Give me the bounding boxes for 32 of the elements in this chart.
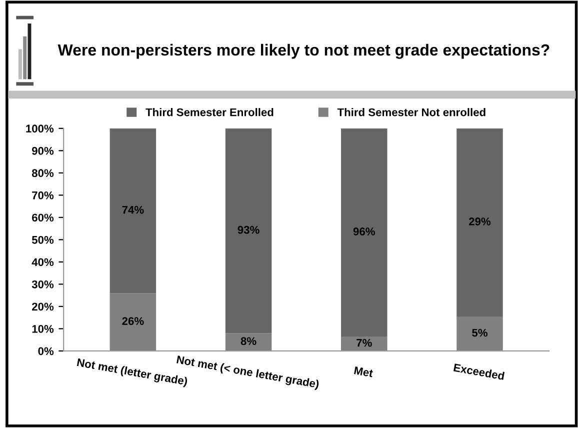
y-tick-label: 30% — [32, 280, 54, 288]
annotation: 96% — [353, 228, 375, 236]
annotation: 93% — [238, 226, 260, 234]
annotation: 8% — [240, 337, 256, 346]
bar — [225, 128, 272, 334]
bar — [110, 128, 156, 294]
annotation: 29% — [469, 218, 491, 226]
y-tick-label: 0% — [38, 347, 54, 356]
annotation: 7% — [356, 338, 372, 347]
y-tick-label: 40% — [32, 258, 54, 266]
bar — [341, 336, 388, 351]
annotation: 26% — [122, 317, 144, 326]
y-tick-label: 60% — [32, 214, 54, 222]
y-tick-label: 50% — [32, 236, 54, 244]
bar — [225, 333, 272, 351]
legend-label: Third Semester Not enrolled — [337, 108, 486, 116]
bar — [341, 128, 388, 336]
annotation: 5% — [472, 328, 488, 337]
bar — [456, 316, 503, 351]
x-tick-label: Met — [354, 366, 374, 378]
y-tick-label: 100% — [26, 124, 54, 133]
bar — [456, 128, 503, 316]
annotation: 74% — [122, 206, 144, 214]
bar — [110, 293, 156, 351]
legend-label: Third Semester Enrolled — [146, 108, 274, 116]
y-tick-label: 90% — [32, 146, 54, 155]
x-tick-label: Exceeded — [454, 363, 505, 380]
y-tick-label: 70% — [32, 191, 54, 200]
y-tick-label: 10% — [32, 324, 54, 333]
chart-title: Were non-persisters more likely to not meet grade expectations? — [58, 44, 550, 59]
y-tick-label: 80% — [32, 169, 54, 178]
y-tick-label: 20% — [32, 302, 54, 311]
